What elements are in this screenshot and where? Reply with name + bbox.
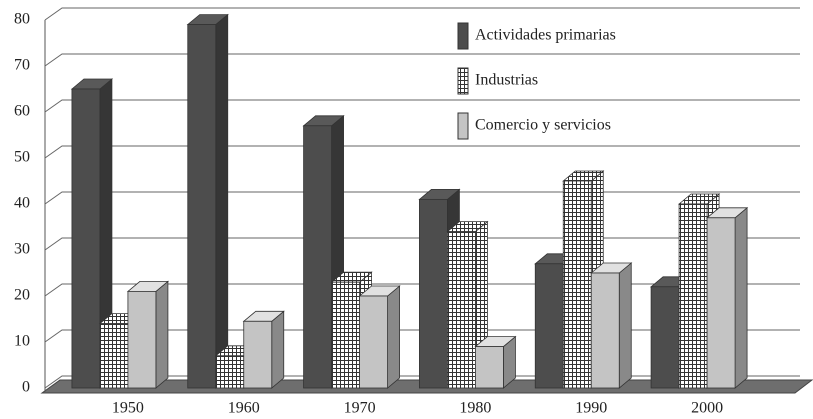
grid-line [44,53,800,67]
bar-face [155,280,169,389]
bar-face [650,286,680,389]
bar [705,206,749,389]
bar-face [562,180,592,389]
bar-face [215,13,229,389]
y-tick-label: 40 [14,195,30,212]
bar-face [678,203,708,389]
bar-face [534,263,564,389]
bar-face [590,272,620,389]
legend-label: Industrias [475,72,538,89]
legend-swatch [457,67,469,95]
bar-face [71,88,101,389]
x-tick-label: 1950 [112,400,144,417]
bar-face [475,346,504,389]
y-tick-label: 80 [14,11,30,28]
bar [242,310,285,389]
x-tick-label: 1970 [344,400,376,417]
bar-face [303,125,332,389]
y-tick-label: 20 [14,287,30,304]
bar [186,13,229,389]
grid-line [44,99,800,113]
bar-face [706,217,736,389]
bar-face [127,290,157,389]
bar-face [243,320,273,389]
bar-face [618,262,632,389]
bar-face [187,24,217,389]
y-tick-label: 10 [14,333,30,350]
x-tick-label: 1990 [575,400,607,417]
bar [70,78,114,389]
y-tick-label: 50 [14,149,30,166]
bar-face [419,198,448,389]
grid-line [44,7,800,21]
legend-swatch [457,112,469,140]
y-tick-label: 70 [14,57,30,74]
bar [358,285,401,389]
bar-face [734,206,748,389]
bar [590,262,633,389]
grid-line [44,145,800,159]
bar-face [359,295,388,389]
bar-face [331,281,360,389]
grid-line [44,237,800,251]
x-tick-label: 2000 [691,400,723,417]
legend-label: Actividades primarias [475,27,616,44]
bar-face [99,323,129,389]
bar [126,280,170,389]
legend-swatch [457,22,469,50]
legend-label: Comercio y servicios [475,117,611,134]
x-tick-label: 1960 [228,400,260,417]
y-tick-label: 0 [22,379,30,396]
y-tick-label: 60 [14,103,30,120]
bar-face [387,285,400,389]
x-tick-label: 1980 [459,400,491,417]
bar [474,335,517,389]
bar-face [447,231,476,389]
grid-line [44,191,800,205]
y-tick-label: 30 [14,241,30,258]
bar-face [271,310,285,389]
bar-face [215,355,245,389]
